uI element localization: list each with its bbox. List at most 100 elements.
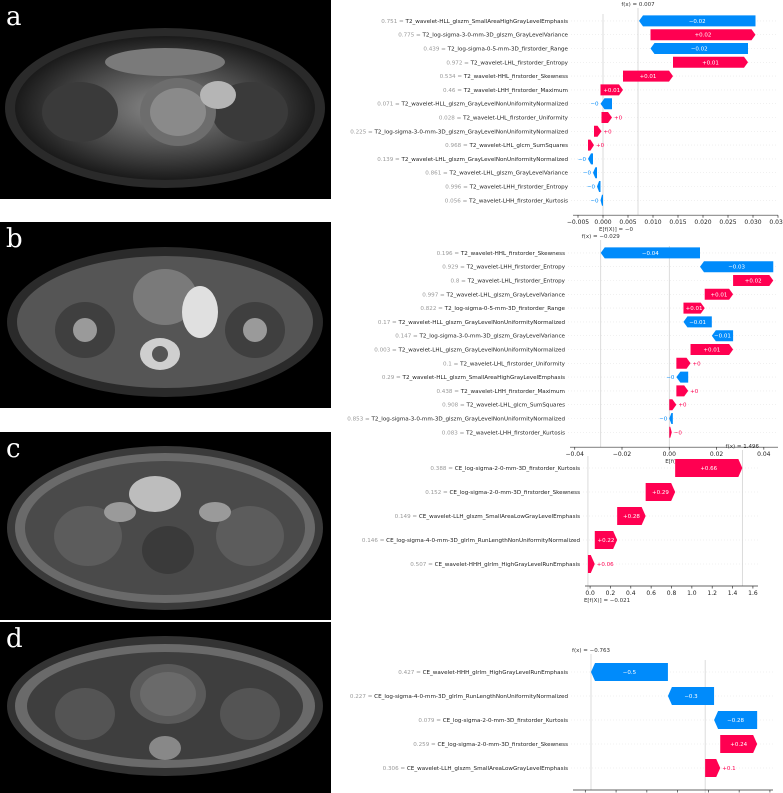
x-tick-label: 0.02 [710,451,724,458]
feature-value: 0.071 = [377,102,401,108]
panel-letter-b: b [6,224,23,254]
feature-name: T2_log-sigma-3-0-mm-3D_glszm_GrayLevelVa… [422,33,569,39]
x-tick-label: 0.4 [626,590,636,597]
waterfall-chart-c: f(x) = 1.496 +0.66 0.388 = CE_log-sigma-2-… [362,444,760,604]
feature-label: 0.822 = T2_log-sigma-0-5-mm-3D_firstorde… [420,306,565,312]
panel-a: a f(x) = 0.007 −0.02 0.751 = T2_wavelet-HL… [0,0,783,233]
shap-bar [600,194,603,206]
feature-value: 0.751 = [381,19,405,25]
feature-name: T2_wavelet-HLL_glszm_SmallAreaHighGrayLe… [405,19,569,25]
feature-label: 0.996 = T2_wavelet-LHH_firstorder_Entrop… [445,185,568,191]
mri-scan-a [5,28,325,188]
feature-name: T2_wavelet-LHL_glszm_GrayLevelNonUniform… [398,348,566,354]
shap-bar [587,555,595,573]
feature-value: 0.028 = [439,116,463,122]
bar-value-label: +0.24 [730,742,747,748]
bar-value-label: −0 [590,198,599,204]
shap-bar [704,288,734,300]
feature-name: T2_log-sigma-0-5-mm-3D_firstorder_Range [444,306,566,312]
bar-value-label: +0.02 [745,279,762,285]
feature-value: 0.861 = [425,171,449,177]
feature-value: 0.929 = [442,265,466,271]
feature-label: 0.227 = CE_log-sigma-4-0-mm-3D_glrlm_Run… [350,694,569,700]
feature-value: 0.996 = [445,185,469,191]
shap-bar [645,483,676,501]
bar-value-label: +0 [678,403,687,409]
feature-name: T2_log-sigma-3-0-mm-3D_glszm_GrayLevelNo… [371,417,566,423]
feature-name: T2_log-sigma-0-5-mm-3D_firstorder_Range [447,47,569,53]
feature-label: 0.972 = T2_wavelet-LHL_firstorder_Entrop… [446,60,568,66]
shap-bar [601,112,612,123]
shap-bar [639,15,756,27]
feature-label: 0.028 = T2_wavelet-LHL_firstorder_Unifor… [439,116,569,122]
shap-bar [669,399,677,411]
bar-value-label: +0.01 [703,348,720,354]
shap-bar [700,261,774,273]
feature-name: T2_wavelet-LHL_glszm_GrayLevelNonUniform… [401,157,569,163]
feature-value: 0.997 = [422,292,446,298]
feature-label: 0.196 = T2_wavelet-HHL_firstorder_Skewne… [437,251,565,257]
x-tick-label: 0.025 [719,219,736,226]
bar-value-label: +0.01 [603,88,620,94]
bar-value-label: −0.3 [684,694,698,700]
x-tick-label: 0.0 [585,590,595,597]
bar-value-label: −0.28 [727,718,744,724]
bar-value-label: −0.03 [728,265,745,271]
panel-letter-d: d [6,624,23,654]
shap-bar [650,29,756,41]
feature-label: 0.427 = CE_wavelet-HHH_glrlm_HighGrayLev… [398,670,568,676]
x-tick-label: 1.4 [728,590,738,597]
shap-bar [667,687,715,705]
feature-name: T2_wavelet-HHL_firstorder_Skewness [460,251,565,257]
fx-label: f(x) = −0.763 [572,648,610,654]
feature-name: T2_wavelet-LHL_firstorder_Entropy [467,279,566,285]
x-tick-label: 0.8 [667,590,677,597]
feature-value: 0.306 = [383,766,407,772]
bar-value-label: −0.02 [689,19,706,25]
feature-value: 0.427 = [398,670,422,676]
shap-bar [650,43,748,54]
feature-value: 0.46 = [443,88,464,94]
fx-label: f(x) = 1.496 [726,444,760,450]
feature-value: 0.259 = [413,742,437,748]
x-tick-label: 0.6 [646,590,656,597]
feature-value: 0.438 = [436,389,460,395]
feature-name: T2_log-sigma-3-0-mm-3D_glszm_GrayLevelNo… [374,129,569,135]
x-tick-label: 0.035 [769,219,783,226]
x-tick-label: 0.000 [594,219,611,226]
feature-name: CE_wavelet-HHH_glrlm_HighGrayLevelRunEmp… [435,562,581,568]
feature-name: CE_wavelet-LLH_glszm_SmallAreaLowGrayLev… [419,514,580,520]
feature-label: 0.259 = CE_log-sigma-2-0-mm-3D_firstorde… [413,742,568,748]
feature-label: 0.534 = T2_wavelet-HHL_firstorder_Skewne… [440,74,568,80]
feature-value: 0.775 = [398,33,422,39]
bar-value-label: −0.04 [642,251,659,257]
shap-chart-a: f(x) = 0.007 −0.02 0.751 = T2_wavelet-HLL_… [338,0,783,233]
mri-image-d: d [0,622,331,793]
shap-bar [720,735,758,753]
feature-name: T2_wavelet-LHL_glcm_SumSquares [468,143,568,149]
bar-value-label: +0.66 [700,466,717,472]
feature-value: 0.972 = [446,60,470,66]
panel-letter-a: a [6,2,22,32]
feature-value: 0.8 = [451,279,468,285]
feature-name: CE_log-sigma-4-0-mm-3D_glrlm_RunLengthNo… [386,538,580,544]
shap-bar [675,459,743,477]
feature-name: T2_log-sigma-3-0-mm-3D_glszm_GrayLevelVa… [419,334,566,340]
feature-name: T2_wavelet-LHH_firstorder_Kurtosis [465,430,565,436]
mri-image-b: b [0,222,331,408]
mri-scan-b [7,247,323,397]
bar-value-label: −0.01 [714,334,731,340]
bar-value-label: +0 [604,129,613,135]
shap-bar [676,371,689,383]
feature-label: 0.149 = CE_wavelet-LLH_glszm_SmallAreaLo… [395,514,580,520]
shap-bar [714,711,758,729]
shap-bar [594,531,618,549]
shap-bar [617,507,646,525]
bar-value-label: +0.01 [710,292,727,298]
shap-chart-c: f(x) = 1.496 +0.66 0.388 = CE_log-sigma-2-… [338,432,778,622]
feature-value: 0.083 = [442,430,466,436]
feature-label: 0.507 = CE_wavelet-HHH_glrlm_HighGrayLev… [410,562,580,568]
feature-value: 0.908 = [442,403,466,409]
bar-value-label: −0 [659,417,668,423]
bar-value-label: −0 [674,430,683,436]
